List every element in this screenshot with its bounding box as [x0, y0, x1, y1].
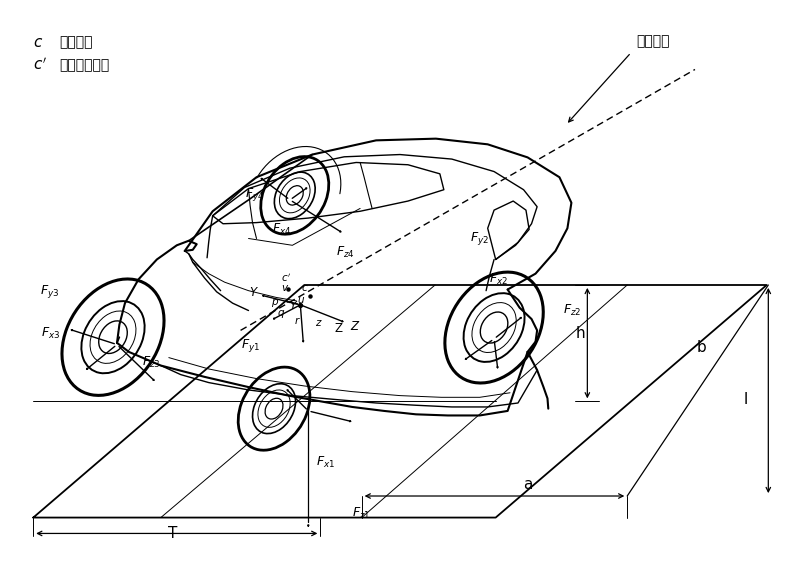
Text: Y: Y [249, 286, 256, 299]
Text: a: a [523, 477, 532, 492]
Text: b: b [697, 340, 706, 355]
Text: p: p [271, 297, 278, 307]
Text: $F_{x1}$: $F_{x1}$ [315, 454, 334, 470]
Text: $F_{y2}$: $F_{y2}$ [470, 230, 490, 247]
Text: 侧倾轴线: 侧倾轴线 [637, 34, 670, 48]
Text: $c$: $c$ [34, 35, 43, 50]
Text: T: T [168, 526, 178, 541]
Text: q: q [277, 308, 284, 319]
Text: $F_{z4}$: $F_{z4}$ [337, 245, 355, 260]
Text: z: z [315, 318, 321, 328]
Text: Y: Y [289, 301, 296, 311]
Text: $F_{z1}$: $F_{z1}$ [353, 506, 371, 520]
Text: Z: Z [334, 322, 342, 335]
Text: $F_{z3}$: $F_{z3}$ [142, 355, 161, 370]
Text: r: r [294, 316, 298, 325]
Text: h: h [575, 325, 585, 341]
Text: $c'$: $c'$ [281, 271, 291, 284]
Text: 悬挂质量重心: 悬挂质量重心 [58, 58, 109, 72]
Text: 整车重心: 整车重心 [58, 35, 92, 49]
Text: $F_{y4}$: $F_{y4}$ [246, 186, 265, 203]
Text: u: u [297, 295, 304, 306]
Text: $F_{x4}$: $F_{x4}$ [272, 222, 292, 237]
Text: v: v [282, 283, 287, 293]
Text: l: l [744, 392, 748, 407]
Text: $F_{y3}$: $F_{y3}$ [40, 283, 59, 300]
Text: $c'$: $c'$ [34, 56, 47, 73]
Text: $F_{z2}$: $F_{z2}$ [563, 303, 582, 318]
Text: $F_{x3}$: $F_{x3}$ [41, 325, 61, 341]
Text: $F_{x2}$: $F_{x2}$ [490, 272, 508, 287]
Text: c: c [302, 283, 307, 293]
Text: $F_{y1}$: $F_{y1}$ [241, 337, 260, 354]
Text: Z: Z [350, 320, 358, 333]
